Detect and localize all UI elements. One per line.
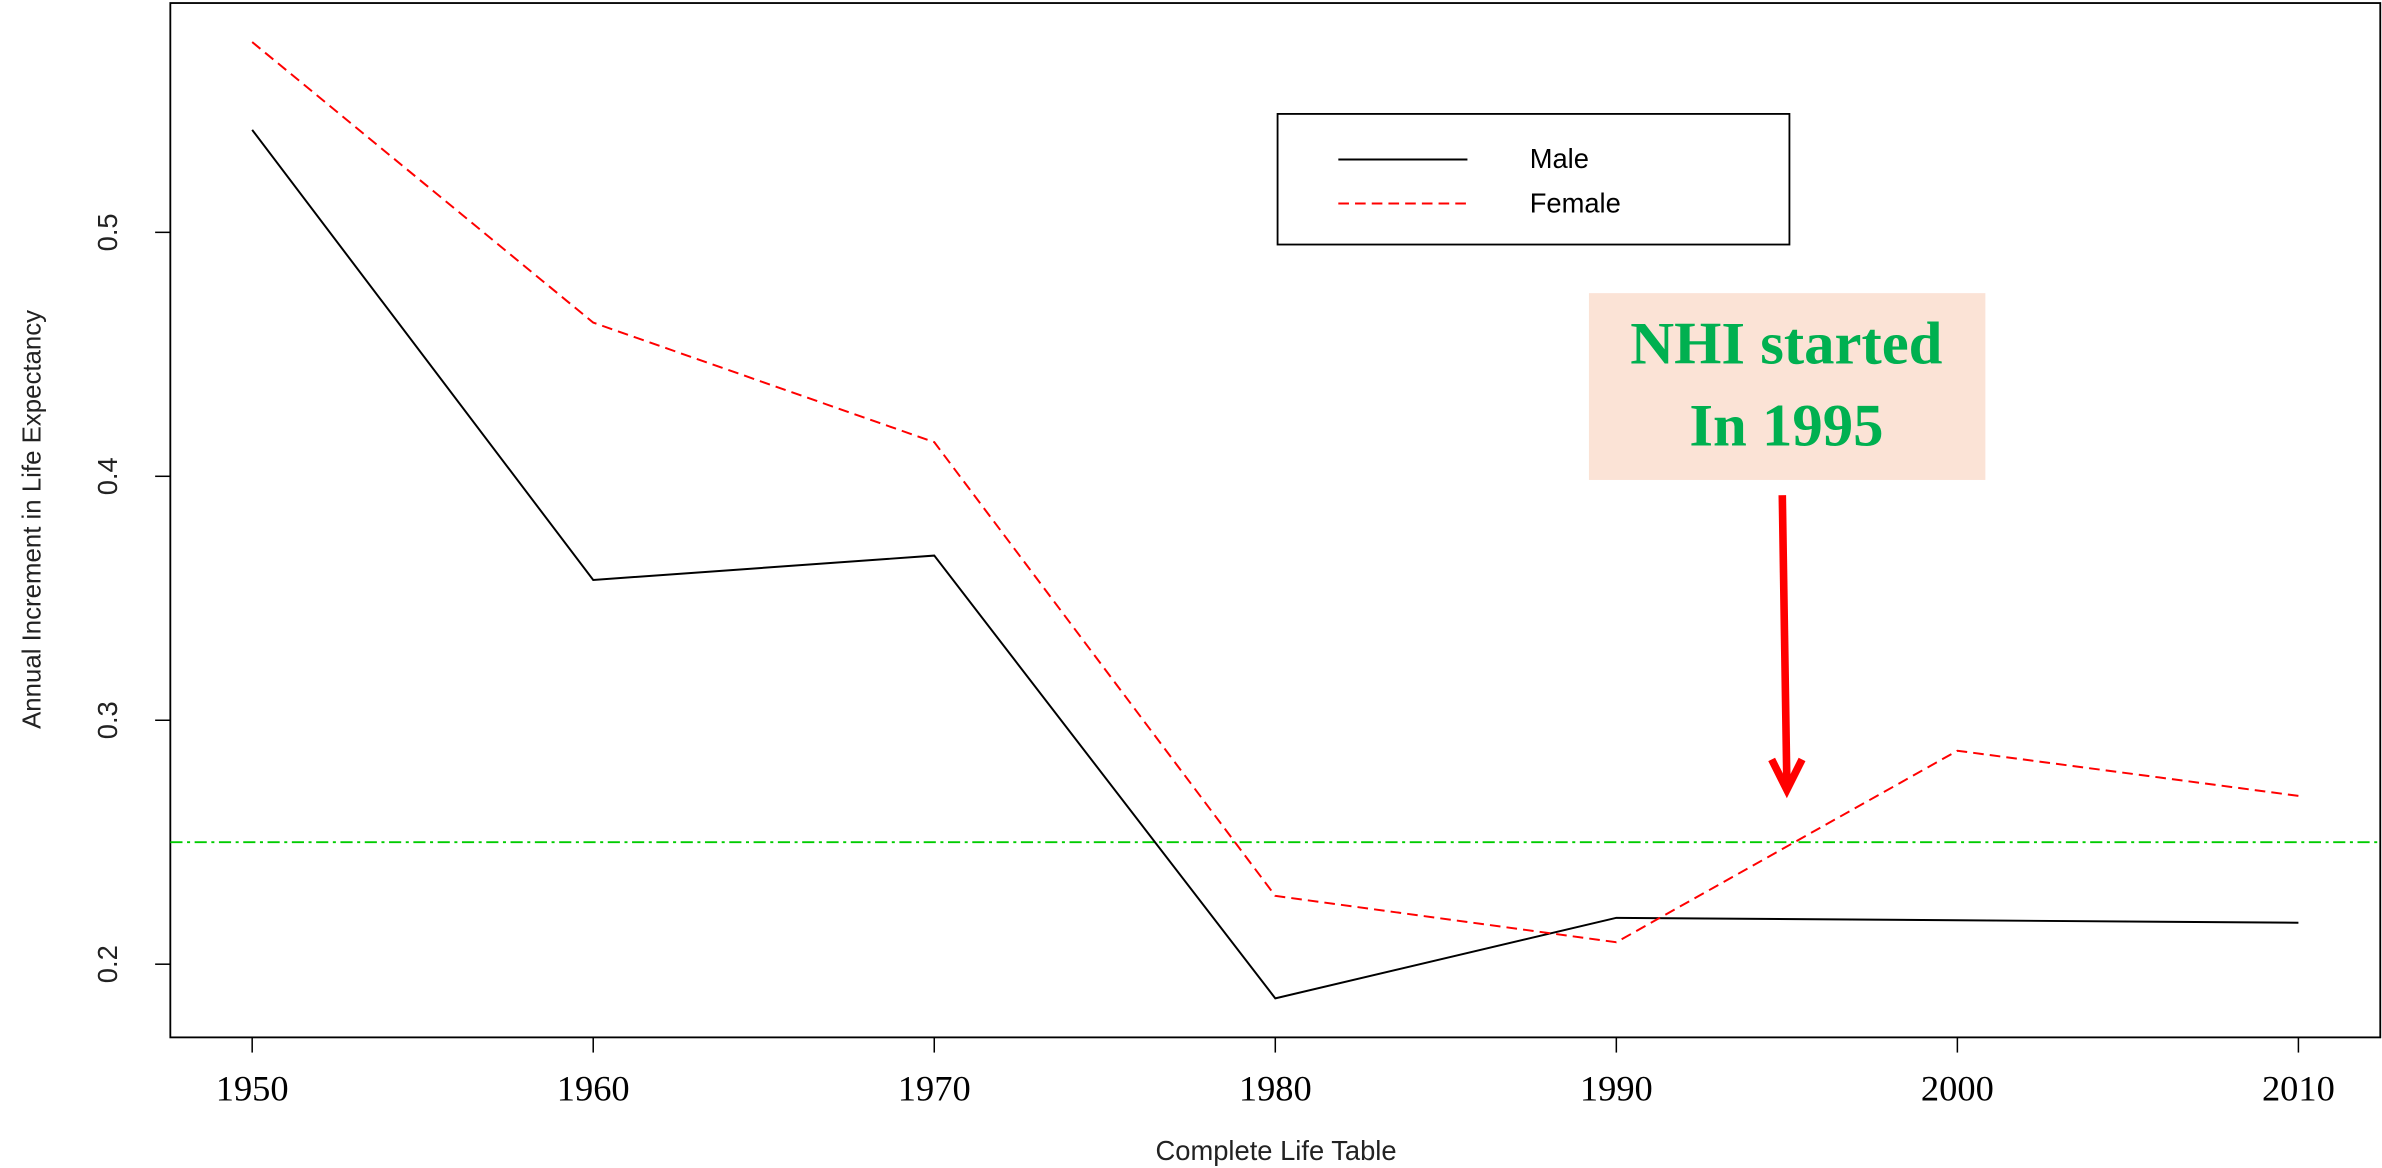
x-tick-label: 1980	[1239, 1068, 1312, 1108]
x-tick-label: 1990	[1580, 1068, 1653, 1108]
y-tick-label: 0.5	[92, 213, 123, 251]
y-axis-label: Annual Increment in Life Expectancy	[18, 310, 46, 729]
x-tick-label: 2000	[1921, 1068, 1994, 1108]
x-tick-label: 1970	[898, 1068, 971, 1108]
x-axis-label: Complete Life Table	[1156, 1135, 1397, 1166]
annotation-text: NHI started	[1630, 310, 1942, 377]
x-tick-label: 2010	[2262, 1068, 2335, 1108]
legend-label: Female	[1530, 187, 1621, 218]
legend-box	[1276, 113, 1791, 246]
y-tick-label: 0.3	[92, 701, 123, 739]
y-tick-label: 0.2	[92, 945, 123, 983]
x-tick-label: 1950	[216, 1068, 289, 1108]
annotation-box	[1588, 293, 1986, 480]
y-tick-label: 0.4	[92, 457, 123, 495]
x-tick-label: 1960	[557, 1068, 630, 1108]
series-line	[251, 129, 2299, 1000]
annotation-arrow	[1778, 495, 1791, 784]
series-line	[251, 41, 2299, 944]
annotation-arrowhead	[1768, 757, 1806, 799]
legend-label: Male	[1530, 143, 1589, 174]
annotation-text: In 1995	[1689, 392, 1883, 459]
